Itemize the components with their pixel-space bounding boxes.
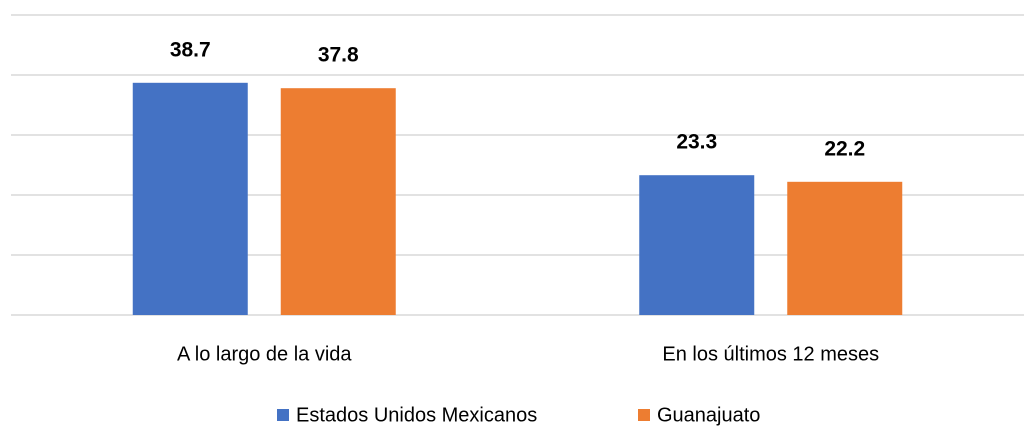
- bar: [280, 88, 396, 315]
- data-label: 22.2: [824, 137, 865, 160]
- data-label: 38.7: [170, 38, 211, 61]
- bar: [787, 181, 903, 315]
- legend-label: Guanajuato: [657, 404, 760, 426]
- data-label: 37.8: [318, 44, 359, 67]
- x-tick-label: En los últimos 12 meses: [662, 343, 879, 365]
- legend-label: Estados Unidos Mexicanos: [296, 404, 537, 426]
- legend-swatch: [277, 409, 289, 421]
- bar: [639, 175, 755, 315]
- legend-swatch: [638, 409, 650, 421]
- bar: [132, 82, 248, 315]
- data-label: 23.3: [676, 131, 717, 154]
- x-tick-label: A lo largo de la vida: [177, 343, 352, 365]
